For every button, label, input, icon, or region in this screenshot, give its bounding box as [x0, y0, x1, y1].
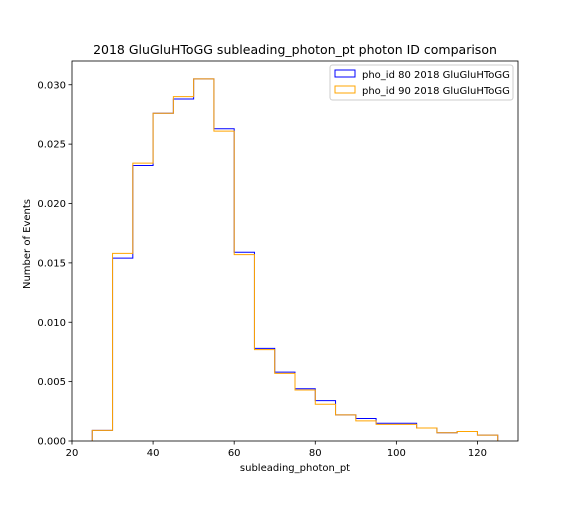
y-tick-label: 0.020: [37, 199, 66, 210]
series-line-2: [91, 78, 499, 441]
plot-area: 20 40 60 80 100 120 0.000 0.005 0.010 0.015 0.020 0…: [37, 60, 519, 459]
y-tick-label: 0.030: [37, 80, 66, 91]
x-tick-label: 20: [66, 448, 79, 459]
y-tick-label: 0.005: [37, 377, 66, 388]
legend-label-1: pho_id 80 2018 GluGluHToGG: [362, 70, 510, 81]
legend-swatch-1: [334, 69, 356, 78]
chart-title: 2018 GluGluHToGG subleading_photon_pt ph…: [93, 42, 497, 57]
legend-label-2: pho_id 90 2018 GluGluHToGG: [362, 86, 510, 97]
x-tick-label: 100: [387, 448, 406, 459]
y-axis-label: Number of Events: [22, 199, 33, 289]
x-axis-label: subleading_photon_pt: [240, 463, 350, 474]
y-tick-label: 0.000: [37, 437, 66, 448]
y-tick-label: 0.025: [37, 140, 66, 151]
legend: pho_id 80 2018 GluGluHToGG pho_id 90 2018…: [329, 64, 514, 101]
x-tick-label: 80: [309, 448, 322, 459]
axes-frame: [71, 60, 519, 442]
x-tick-label: 40: [147, 448, 160, 459]
legend-box: [329, 64, 514, 101]
y-tick-label: 0.015: [37, 258, 66, 269]
y-tick-label: 0.010: [37, 318, 66, 329]
legend-swatch-2: [334, 85, 356, 94]
x-tick-label: 60: [228, 448, 241, 459]
x-tick-label: 120: [468, 448, 487, 459]
